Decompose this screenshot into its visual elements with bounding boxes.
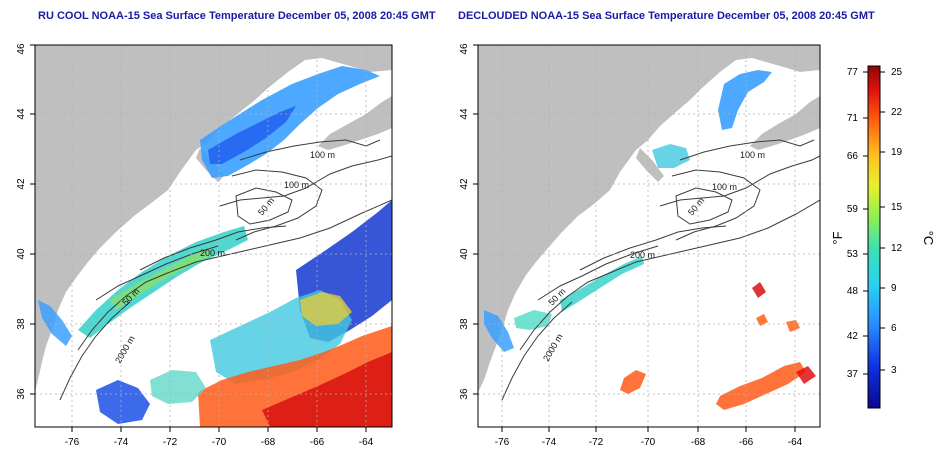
contour-label: 100 m <box>284 180 309 190</box>
sst-warm-spot <box>716 362 806 410</box>
bathymetry-contours <box>501 139 820 401</box>
celsius-tick: 19 <box>891 147 903 158</box>
y-tick-label: 40 <box>459 248 470 260</box>
sst-shelf-cyan <box>514 310 552 330</box>
x-tick-label: -68 <box>261 437 276 448</box>
x-tick-label: -72 <box>589 437 604 448</box>
fahrenheit-tick: 59 <box>847 204 859 215</box>
x-tick-label: -64 <box>359 437 374 448</box>
y-tick-label: 44 <box>16 108 27 120</box>
temperature-colorbar: 77 71 66 59 53 48 42 37 25 22 19 15 12 9… <box>830 65 936 409</box>
celsius-tick: 15 <box>891 202 903 213</box>
fahrenheit-tick: 53 <box>847 249 859 260</box>
fahrenheit-axis-label: °F <box>830 231 845 244</box>
sst-chesapeake <box>38 300 72 346</box>
right-map-panel: 100 m 100 m 50 m 200 m 50 m 2000 m -76 -… <box>459 43 821 448</box>
land-mass <box>35 45 392 392</box>
lat-lon-grid <box>35 45 392 427</box>
x-tick-label: -72 <box>163 437 178 448</box>
sst-warm-spot <box>796 366 816 384</box>
sst-south-cyan <box>150 370 206 404</box>
sst-warm-spot <box>620 370 646 394</box>
y-tick-label: 44 <box>459 108 470 120</box>
sst-gulf-patch <box>652 144 690 168</box>
fahrenheit-tick: 42 <box>847 331 859 342</box>
x-tick-label: -74 <box>114 437 129 448</box>
x-tick-label: -76 <box>65 437 80 448</box>
land-nova-scotia <box>750 45 820 150</box>
x-tick-label: -70 <box>641 437 656 448</box>
sst-south-blue <box>96 380 150 424</box>
y-tick-label: 40 <box>16 248 27 260</box>
x-tick-label: -64 <box>788 437 803 448</box>
left-panel-title: RU COOL NOAA-15 Sea Surface Temperature … <box>38 10 436 22</box>
y-tick-label: 36 <box>16 388 27 400</box>
x-tick-label: -66 <box>310 437 325 448</box>
right-panel-title: DECLOUDED NOAA-15 Sea Surface Temperatur… <box>458 10 875 22</box>
x-tick-label: -76 <box>495 437 510 448</box>
contour-label: 100 m <box>712 182 737 192</box>
celsius-tick: 3 <box>891 365 897 376</box>
contour-label: 200 m <box>630 250 655 260</box>
y-tick-label: 42 <box>16 178 27 190</box>
map-frame <box>34 44 393 428</box>
celsius-tick: 6 <box>891 323 897 334</box>
y-tick-label: 38 <box>459 318 470 330</box>
sst-shelf-band <box>560 256 644 312</box>
left-map-panel: 100 m 100 m 50 m 200 m 50 m 2000 m -76 -… <box>16 43 393 448</box>
fahrenheit-tick: 37 <box>847 369 859 380</box>
contour-label: 100 m <box>740 150 765 160</box>
x-tick-label: -68 <box>691 437 706 448</box>
land-nova-scotia <box>318 45 392 150</box>
land-cape-cod <box>636 148 664 182</box>
x-tick-label: -66 <box>739 437 754 448</box>
celsius-axis-label: °C <box>921 231 936 246</box>
celsius-tick: 25 <box>891 67 903 78</box>
celsius-tick: 9 <box>891 283 897 294</box>
x-tick-label: -74 <box>542 437 557 448</box>
bathymetry-contours <box>59 139 392 401</box>
fahrenheit-tick: 48 <box>847 286 859 297</box>
sst-chesapeake <box>484 310 514 352</box>
celsius-tick: 12 <box>891 243 903 254</box>
sst-gulf-stream-core <box>262 352 392 427</box>
contour-label: 100 m <box>310 150 335 160</box>
y-tick-label: 46 <box>459 43 470 55</box>
map-frame <box>477 44 821 428</box>
sst-warm-spot <box>756 314 768 326</box>
colorbar-gradient <box>867 65 881 409</box>
sst-warm-spot <box>752 282 766 298</box>
fahrenheit-tick: 77 <box>847 67 859 78</box>
x-tick-label: -70 <box>212 437 227 448</box>
contour-label: 200 m <box>200 248 225 258</box>
y-tick-label: 42 <box>459 178 470 190</box>
y-tick-label: 46 <box>16 43 27 55</box>
sst-offshore-yellow <box>300 292 352 326</box>
sst-gulf-of-maine-cold <box>208 106 296 164</box>
sst-bay-of-fundy <box>718 70 772 130</box>
fahrenheit-tick: 71 <box>847 113 859 124</box>
fahrenheit-tick: 66 <box>847 151 859 162</box>
lat-lon-grid <box>478 45 820 427</box>
sst-warm-spot <box>786 320 800 332</box>
y-tick-label: 38 <box>16 318 27 330</box>
y-tick-label: 36 <box>459 388 470 400</box>
sst-shelf-band-warm <box>110 246 212 310</box>
land-mass <box>478 45 820 392</box>
celsius-tick: 22 <box>891 107 903 118</box>
